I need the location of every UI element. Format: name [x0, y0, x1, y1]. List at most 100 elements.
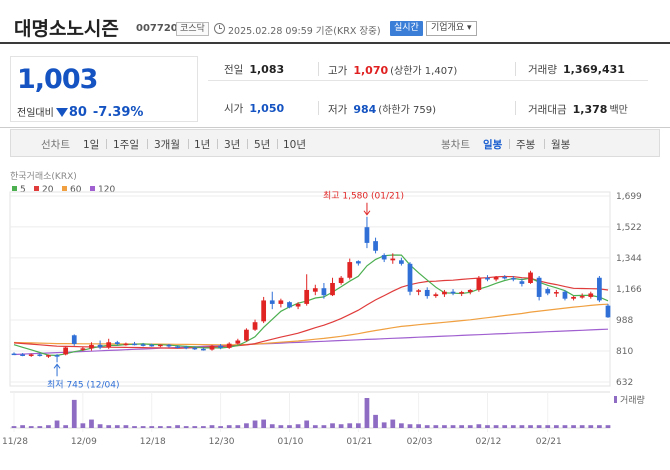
- volume-bar: [536, 425, 542, 428]
- candle-body: [407, 263, 413, 292]
- volume-bar: [89, 419, 94, 428]
- price-change: 전일대비 80 -7.39%: [17, 104, 143, 120]
- moving-average-lines: [13, 254, 609, 357]
- candle-body: [11, 353, 17, 356]
- candle-body: [485, 277, 490, 280]
- volume-bar: [459, 425, 465, 428]
- volume-bar: [54, 420, 60, 428]
- volume-bar: [244, 423, 249, 428]
- x-tick-label: 11/28: [2, 437, 28, 447]
- candle-body: [54, 355, 60, 357]
- candle-body: [37, 354, 43, 356]
- x-tick-label: 02/12: [475, 437, 501, 447]
- candle-body: [536, 277, 542, 297]
- chart-source-label: 한국거래소(KRX): [10, 171, 77, 182]
- candle-body: [424, 289, 430, 297]
- candle-body: [123, 343, 129, 346]
- candle-body: [528, 272, 533, 283]
- volume-bar: [278, 425, 284, 428]
- period-1d[interactable]: 1일: [83, 139, 100, 151]
- y-tick-label: 1,522: [616, 223, 642, 233]
- candle-body: [519, 281, 525, 284]
- legend-swatch: [12, 186, 17, 191]
- volume-bar: [183, 426, 189, 428]
- volume-bar: [485, 425, 490, 428]
- y-tick-label: 1,699: [616, 192, 642, 202]
- volume-bar: [149, 426, 155, 428]
- divider: [217, 139, 218, 149]
- legend-label-5: 5: [20, 185, 26, 195]
- candle-body: [476, 278, 482, 290]
- volume-bar: [605, 425, 611, 428]
- candle-body: [132, 343, 137, 346]
- change-value: 80: [68, 105, 87, 120]
- period-1y[interactable]: 1년: [194, 139, 211, 151]
- candle-chart-label: 봉차트: [441, 139, 470, 151]
- candle-body: [502, 276, 508, 279]
- ma-line-20: [13, 275, 609, 349]
- candle-body: [149, 344, 155, 347]
- candle-body: [467, 289, 473, 293]
- divider: [515, 62, 516, 76]
- volume-bar: [519, 425, 525, 428]
- volume-bar: [467, 425, 473, 428]
- period-3m[interactable]: 3개월: [154, 139, 181, 151]
- stats-row-divider: [208, 80, 648, 81]
- volume-bar: [132, 426, 137, 428]
- divider: [188, 139, 189, 149]
- candle-body: [252, 322, 258, 330]
- period-10y[interactable]: 10년: [283, 139, 307, 151]
- volume-bar: [321, 425, 327, 428]
- candle-body: [304, 289, 310, 304]
- volume-bar: [390, 419, 396, 428]
- volume-bar: [20, 425, 25, 428]
- stock-chart[interactable]: 한국거래소(KRX) 5 20 60 120 1,699 1,522 1,344 1,166…: [0, 160, 670, 470]
- candle-body: [390, 258, 396, 261]
- candle-body: [63, 347, 69, 355]
- y-tick-label: 632: [616, 378, 633, 388]
- x-tick-label: 12/30: [209, 437, 235, 447]
- candle-body: [312, 288, 318, 292]
- x-tick-label: 02/21: [536, 437, 562, 447]
- volume-bar: [226, 425, 232, 428]
- candle-body: [28, 354, 34, 356]
- candle-monthly[interactable]: 월봉: [551, 139, 571, 151]
- candle-body: [278, 300, 284, 304]
- company-info-dropdown[interactable]: 기업개요 ▾: [426, 21, 477, 36]
- period-1w[interactable]: 1주일: [113, 139, 140, 151]
- divider: [277, 139, 278, 149]
- candle-daily[interactable]: 일봉: [483, 139, 503, 151]
- volume-bar: [588, 425, 594, 428]
- volume-bar: [493, 425, 499, 428]
- volume-bar: [252, 420, 258, 428]
- candle-weekly[interactable]: 주봉: [516, 139, 536, 151]
- period-3y[interactable]: 3년: [224, 139, 241, 151]
- legend-swatch: [62, 186, 67, 191]
- volume-bar: [510, 425, 516, 428]
- volume-bar: [347, 423, 353, 428]
- candle-body: [510, 278, 516, 280]
- volume-bar: [28, 426, 34, 428]
- divider: [515, 101, 516, 115]
- y-axis: 1,699 1,522 1,344 1,166 988 810 632: [616, 192, 642, 388]
- divider: [509, 139, 510, 149]
- volume-bar: [97, 424, 103, 428]
- stock-header: 대명소노시즌 007720 코스닥 2025.02.28 09:59 기준(KR…: [0, 0, 670, 44]
- realtime-button[interactable]: 실시간: [390, 21, 423, 36]
- candle-body: [201, 348, 206, 351]
- volume-bar: [433, 425, 439, 428]
- candle-body: [244, 329, 249, 341]
- volume-bar: [528, 425, 533, 428]
- volume-bar: [312, 425, 318, 428]
- x-tick-label: 01/21: [346, 437, 372, 447]
- candle-body: [347, 262, 353, 278]
- change-label: 전일대비: [17, 108, 54, 119]
- candle-body: [175, 346, 180, 348]
- chart-period-bar: 선차트 1일 1주일 3개월 1년 3년 5년 10년 봉차트 일봉 주봉 월봉: [10, 129, 660, 157]
- low-annotation: 최저 745 (12/04): [47, 379, 119, 390]
- chart-grid: [9, 191, 611, 432]
- candle-body: [157, 344, 163, 347]
- volume-bar: [416, 424, 421, 428]
- ma-line-60: [13, 303, 609, 346]
- period-5y[interactable]: 5년: [254, 139, 271, 151]
